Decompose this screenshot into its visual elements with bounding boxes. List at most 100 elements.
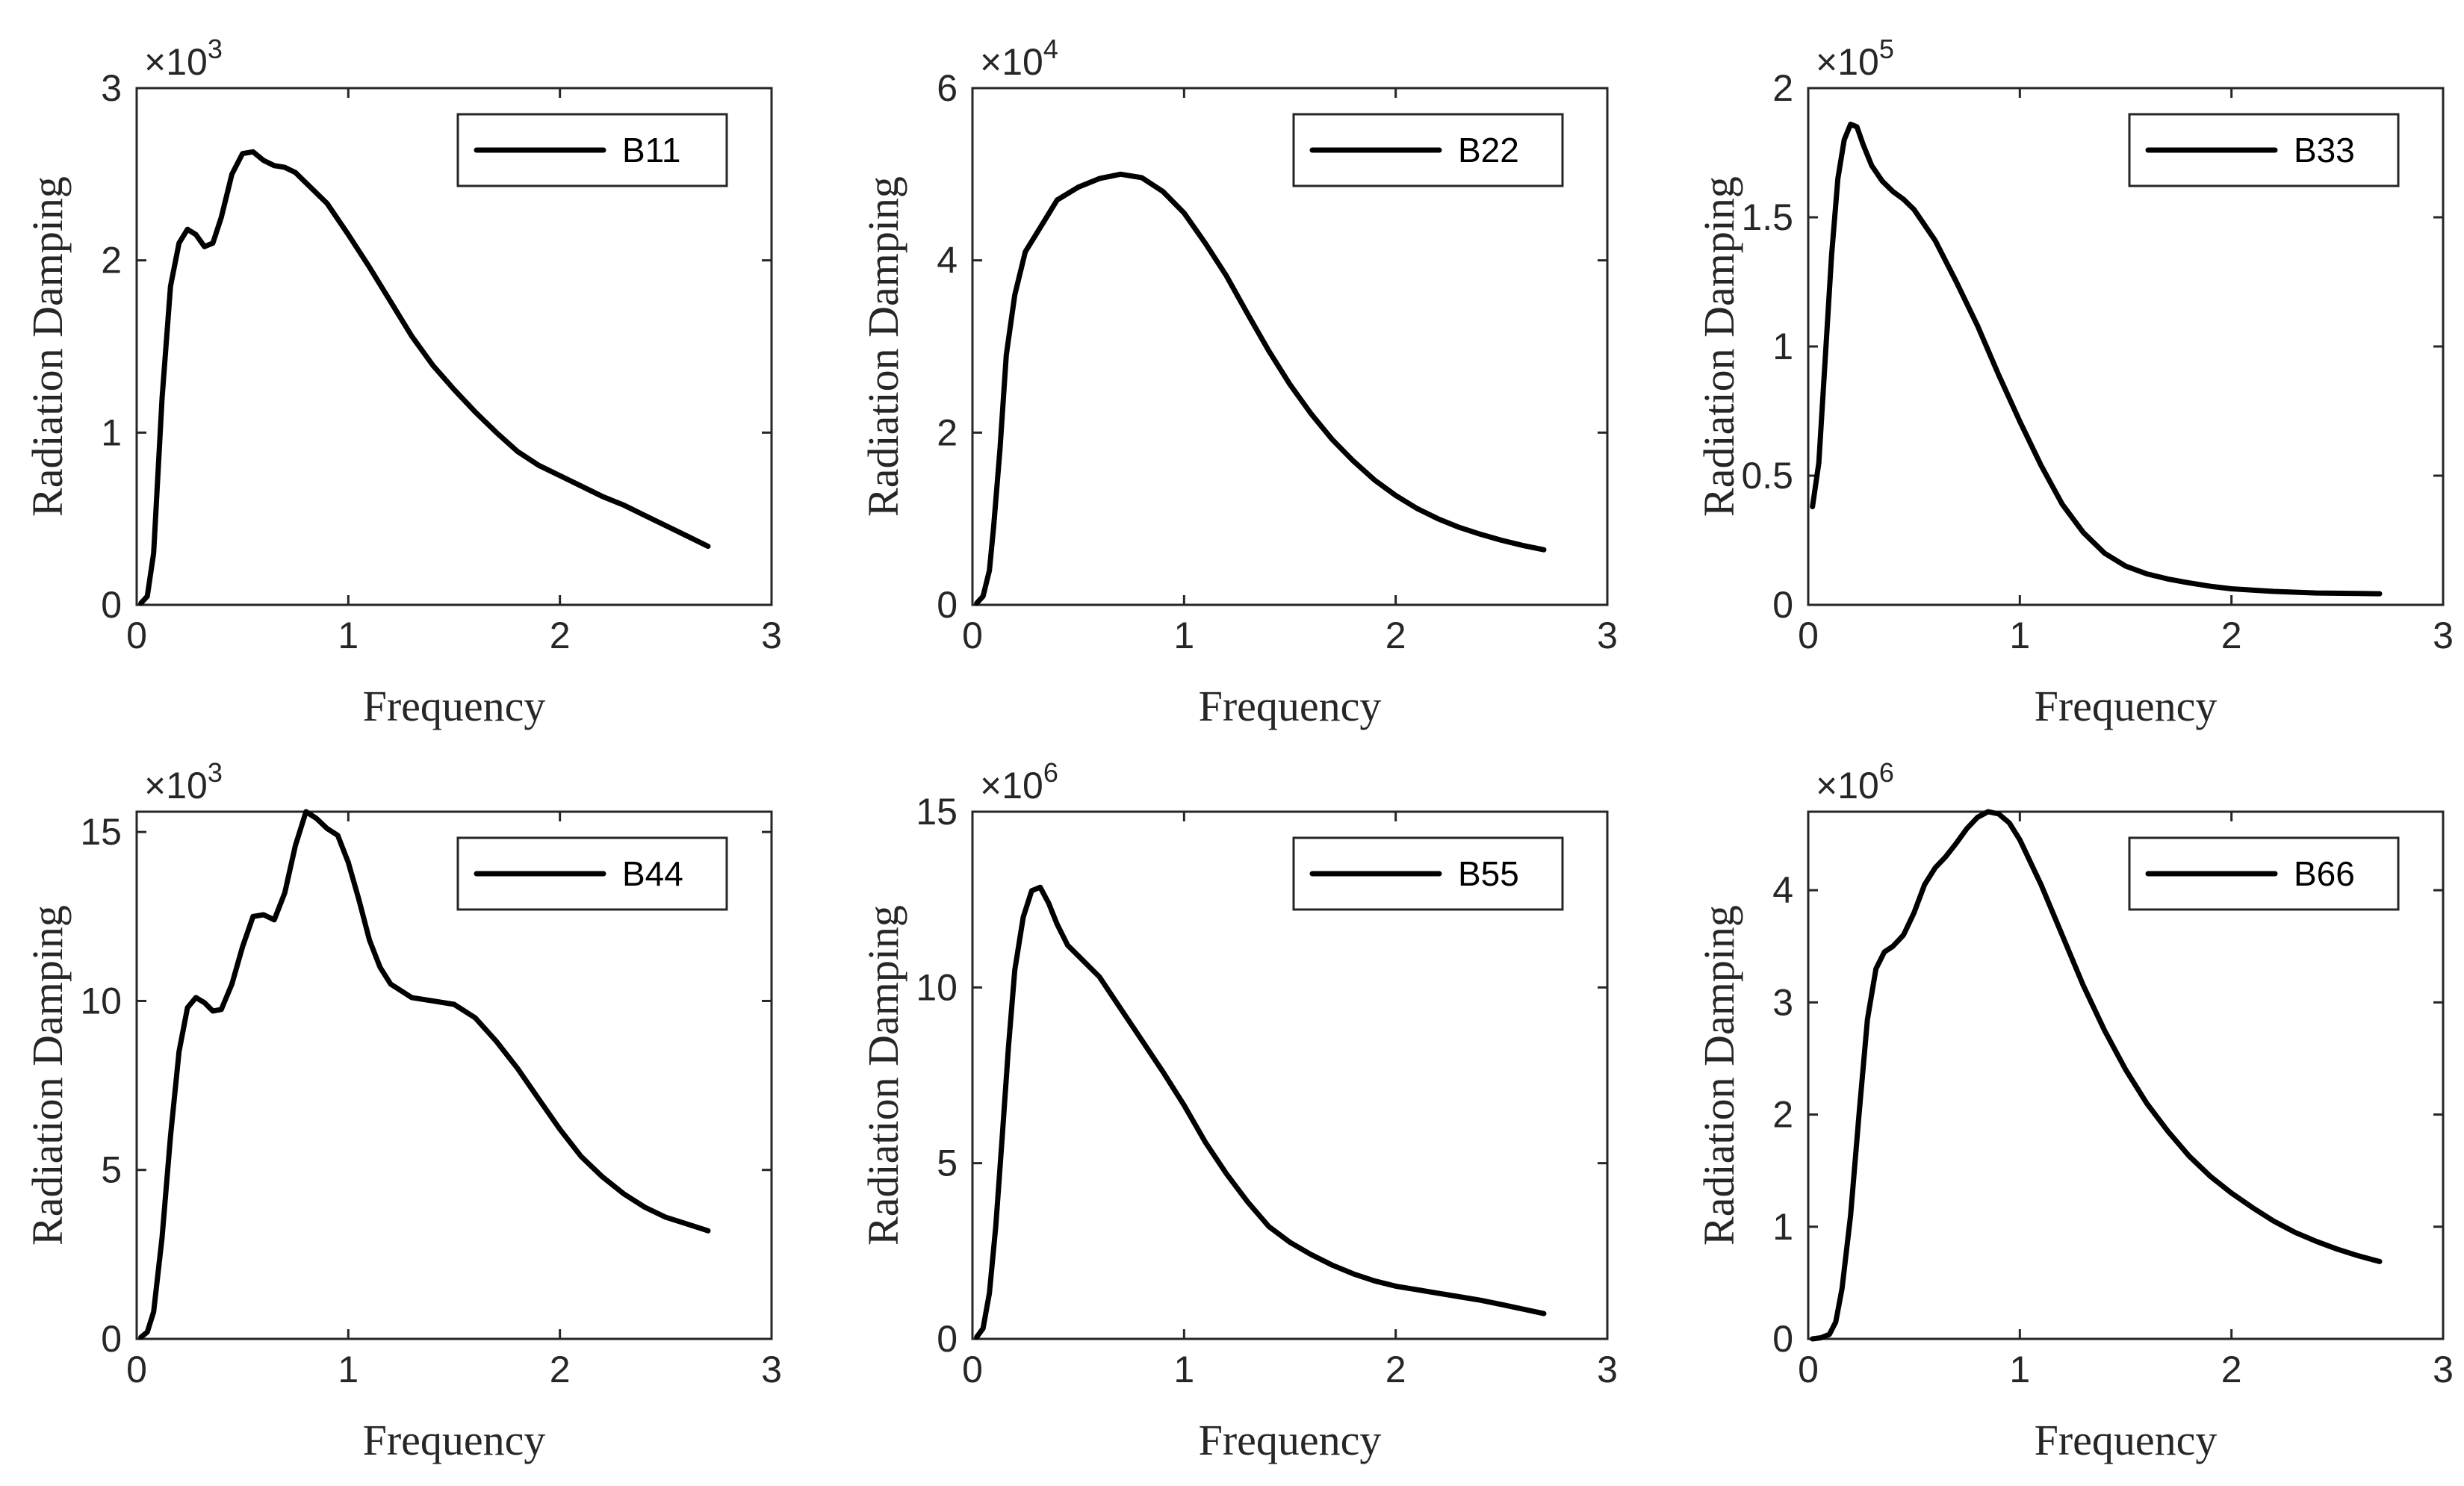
legend-label: B66 bbox=[2294, 854, 2355, 893]
x-tick-label: 1 bbox=[338, 615, 359, 656]
x-axis-label: Frequency bbox=[1199, 682, 1382, 730]
x-tick-label: 0 bbox=[126, 615, 147, 656]
exponent-power: 6 bbox=[1879, 757, 1894, 788]
y-tick-label: 10 bbox=[916, 966, 958, 1008]
exponent-base: ×10 bbox=[980, 765, 1043, 806]
x-tick-label: 3 bbox=[1597, 615, 1618, 656]
exponent-base: ×10 bbox=[980, 41, 1043, 83]
y-tick-label: 0 bbox=[1772, 1318, 1793, 1360]
series-line-b55 bbox=[974, 884, 1547, 1340]
legend: B55 bbox=[1292, 836, 1564, 911]
x-tick-label: 3 bbox=[761, 1349, 782, 1390]
exponent-base: ×10 bbox=[1816, 765, 1879, 806]
legend: B22 bbox=[1292, 113, 1564, 187]
y-tick-label: 4 bbox=[1772, 869, 1793, 911]
y-tick-label: 15 bbox=[80, 811, 122, 853]
exponent-power: 3 bbox=[208, 757, 223, 788]
y-tick-label: 1 bbox=[101, 411, 122, 453]
y-tick-label: 0.5 bbox=[1741, 455, 1793, 497]
y-tick-label: 2 bbox=[937, 411, 958, 453]
x-tick-label: 2 bbox=[1385, 1349, 1406, 1390]
exponent-power: 4 bbox=[1043, 34, 1058, 64]
y-axis-label: Radiation Damping bbox=[23, 176, 72, 517]
x-tick-label: 3 bbox=[2433, 1349, 2454, 1390]
legend-label: B55 bbox=[1458, 854, 1519, 893]
x-tick-label: 0 bbox=[962, 1349, 983, 1390]
axes-box bbox=[135, 87, 773, 606]
y-tick-label: 1 bbox=[1772, 1206, 1793, 1248]
x-tick-label: 2 bbox=[2221, 615, 2242, 656]
chart-panel-3: 0 1 2 3 0 0.5 1 1.5 2 ×105 Frequency Radiation Damp… bbox=[1695, 34, 2454, 730]
exponent-base: ×10 bbox=[144, 41, 208, 83]
axes-box bbox=[135, 810, 773, 1340]
x-tick-label: 1 bbox=[1173, 1349, 1194, 1390]
axes-box bbox=[971, 87, 1609, 606]
series-line-b11 bbox=[138, 149, 711, 606]
y-tick-label: 15 bbox=[916, 791, 958, 833]
y-axis-label: Radiation Damping bbox=[1695, 905, 1743, 1246]
chart-panel-5: 0 1 2 3 0 5 10 15 ×106 Frequency Radiation Damping… bbox=[859, 757, 1618, 1464]
series-line-b33 bbox=[1810, 121, 2383, 597]
legend: B33 bbox=[2128, 113, 2400, 187]
y-exponent-label: ×103 bbox=[144, 757, 223, 806]
series-line-b66 bbox=[1810, 809, 2383, 1342]
axes-box bbox=[971, 810, 1609, 1340]
y-tick-label: 0 bbox=[101, 584, 122, 626]
x-tick-label: 2 bbox=[550, 615, 571, 656]
series-line-b22 bbox=[974, 171, 1547, 606]
x-tick-label: 2 bbox=[1385, 615, 1406, 656]
y-axis-label: Radiation Damping bbox=[859, 905, 907, 1246]
chart-panel-6: 0 1 2 3 0 1 2 3 4 ×106 Frequency Radiation Damping B… bbox=[1695, 757, 2454, 1464]
x-tick-label: 0 bbox=[126, 1349, 147, 1390]
x-tick-label: 2 bbox=[2221, 1349, 2242, 1390]
y-exponent-label: ×104 bbox=[980, 34, 1058, 83]
y-tick-label: 0 bbox=[1772, 584, 1793, 626]
y-tick-label: 6 bbox=[937, 67, 958, 109]
x-tick-label: 2 bbox=[550, 1349, 571, 1390]
x-tick-label: 3 bbox=[1597, 1349, 1618, 1390]
y-tick-label: 2 bbox=[1772, 1094, 1793, 1136]
x-axis-label: Frequency bbox=[363, 682, 546, 730]
legend-label: B22 bbox=[1458, 131, 1519, 170]
y-tick-label: 2 bbox=[101, 240, 122, 282]
legend-label: B33 bbox=[2294, 131, 2355, 170]
y-tick-label: 10 bbox=[80, 980, 122, 1022]
y-tick-label: 3 bbox=[1772, 981, 1793, 1023]
y-tick-label: 0 bbox=[101, 1318, 122, 1360]
y-tick-label: 0 bbox=[937, 584, 958, 626]
legend-label: B44 bbox=[622, 854, 683, 893]
y-exponent-label: ×106 bbox=[980, 757, 1058, 806]
y-tick-label: 4 bbox=[937, 240, 958, 282]
x-tick-label: 0 bbox=[962, 615, 983, 656]
x-tick-label: 1 bbox=[2009, 615, 2030, 656]
x-tick-label: 1 bbox=[1173, 615, 1194, 656]
x-tick-label: 0 bbox=[1798, 615, 1819, 656]
x-axis-label: Frequency bbox=[363, 1416, 546, 1464]
y-tick-label: 1.5 bbox=[1741, 196, 1793, 238]
x-axis-label: Frequency bbox=[2035, 1416, 2218, 1464]
y-exponent-label: ×106 bbox=[1816, 757, 1894, 806]
y-tick-label: 5 bbox=[101, 1149, 122, 1191]
exponent-power: 6 bbox=[1043, 757, 1058, 788]
x-axis-label: Frequency bbox=[1199, 1416, 1382, 1464]
legend: B66 bbox=[2128, 836, 2400, 911]
x-tick-label: 1 bbox=[338, 1349, 359, 1390]
x-tick-label: 3 bbox=[2433, 615, 2454, 656]
y-exponent-label: ×103 bbox=[144, 34, 223, 83]
x-axis-label: Frequency bbox=[2035, 682, 2218, 730]
y-axis-label: Radiation Damping bbox=[23, 905, 72, 1246]
y-tick-label: 2 bbox=[1772, 67, 1793, 109]
exponent-base: ×10 bbox=[1816, 41, 1879, 83]
y-tick-label: 3 bbox=[101, 67, 122, 109]
exponent-base: ×10 bbox=[144, 765, 208, 806]
y-tick-label: 0 bbox=[937, 1318, 958, 1360]
x-tick-label: 3 bbox=[761, 615, 782, 656]
exponent-power: 5 bbox=[1879, 34, 1894, 64]
legend: B44 bbox=[456, 836, 728, 911]
axes-box bbox=[1807, 810, 2445, 1340]
y-tick-label: 5 bbox=[937, 1143, 958, 1184]
